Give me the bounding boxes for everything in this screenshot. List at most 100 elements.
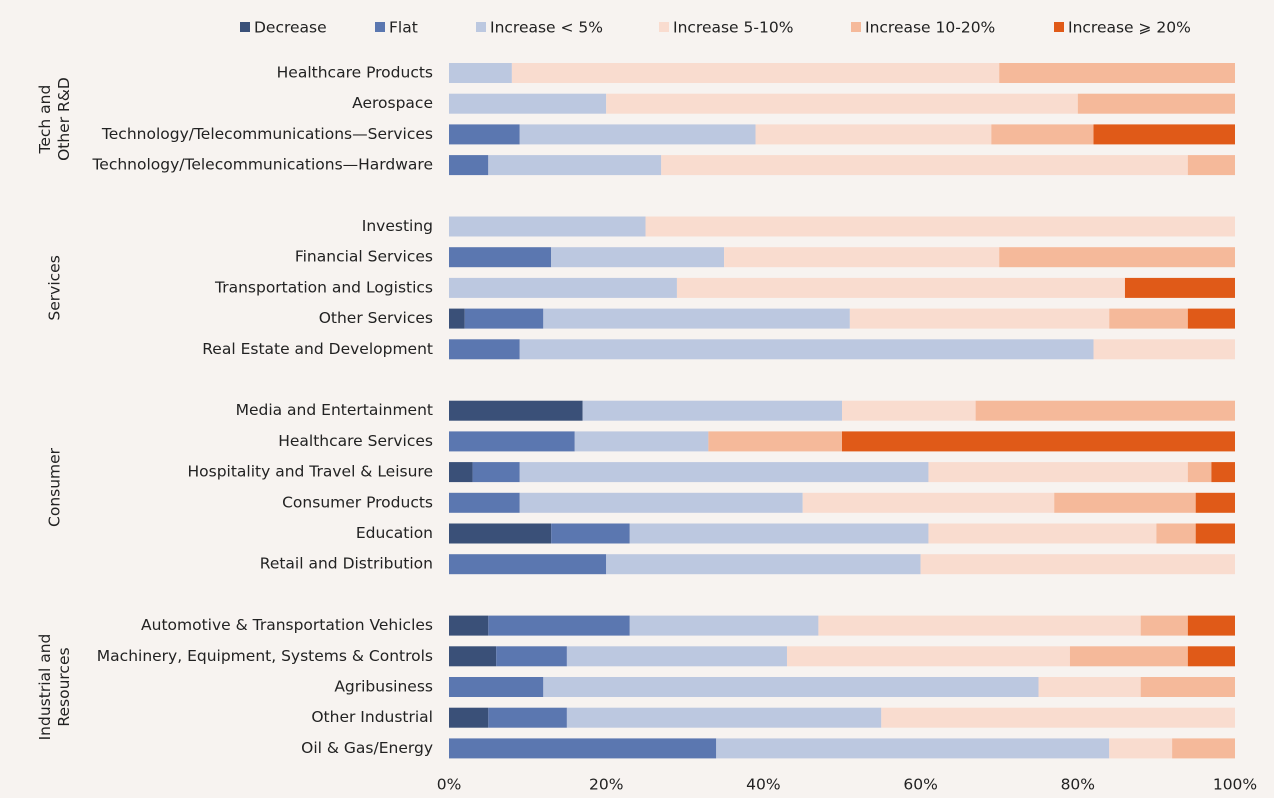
category-label: Transportation and Logistics [214,278,433,296]
bar-segment [928,462,1188,483]
legend-swatch [659,22,669,32]
group-label: Other R&D [55,77,73,161]
bar-segment [1140,615,1188,636]
bar-segment [543,677,1039,697]
bar-segment [566,646,787,667]
bar-segment [449,155,489,176]
legend-swatch [476,22,486,32]
bar-segment [1187,646,1235,667]
bar-segment [543,308,850,329]
legend-label: Increase < 5% [490,19,603,37]
bar-segment [449,93,607,114]
category-label: Oil & Gas/Energy [301,739,433,757]
bar-segment [881,707,1235,728]
bar-segment [472,462,520,483]
category-label: Technology/Telecommunications—Services [101,125,433,143]
category-label: Hospitality and Travel & Leisure [187,463,433,481]
bar-segment [574,431,709,452]
bar-segment [999,63,1235,83]
bar-segment [629,523,929,544]
bar-segment [1109,738,1173,759]
x-tick-label: 0% [437,776,462,794]
bar-segment [449,247,552,268]
category-label: Machinery, Equipment, Systems & Controls [97,647,433,665]
bar-segment [496,646,567,667]
bar-segment [842,400,976,421]
bar-segment [755,124,992,145]
bar-segment [606,93,1078,114]
bar-segment [449,523,552,544]
legend-swatch [240,22,250,32]
bar-segment [1093,124,1235,145]
bar-segment [928,523,1157,544]
bar-segment [708,431,842,452]
group-label: Services [46,255,64,320]
bar-segment [519,492,803,513]
legend-swatch [851,22,861,32]
bar-segment [449,216,646,237]
bar-segment [488,707,567,728]
bar-segment [676,277,1125,298]
category-label: Retail and Distribution [260,555,433,573]
bar-segment [449,677,544,697]
bar-segment [519,339,1094,360]
category-label: Healthcare Products [277,64,433,82]
legend-label: Decrease [254,19,327,37]
legend-swatch [1054,22,1064,32]
bar-segment [786,646,1070,667]
category-label: Other Services [319,309,433,327]
category-label: Media and Entertainment [236,401,433,419]
bar-segment [449,400,583,421]
legend-label: Flat [389,19,418,37]
bar-segment [975,400,1235,421]
bar-segment [488,615,630,636]
bar-segment [519,462,929,483]
bar-segment [449,554,607,575]
legend-label: Increase ⩾ 20% [1068,19,1191,37]
category-label: Real Estate and Development [202,340,433,358]
bar-segment [449,308,465,329]
category-label: Education [356,524,433,542]
x-tick-label: 100% [1213,776,1257,794]
bar-segment [582,400,842,421]
legend-label: Increase 10-20% [865,19,995,37]
bar-segment [449,707,489,728]
bar-segment [449,462,473,483]
bar-segment [920,554,1235,575]
bar-segment [1054,492,1196,513]
bar-segment [519,124,756,145]
group-label: Consumer [46,447,64,527]
bar-segment [449,124,520,145]
bar-segment [1172,738,1235,759]
bar-segment [511,63,1000,83]
bar-segment [716,738,1110,759]
x-tick-label: 40% [746,776,780,794]
bar-segment [449,738,717,759]
bar-segment [606,554,921,575]
bar-segment [1140,677,1235,697]
bar-segment [551,523,630,544]
bar-segment [991,124,1094,145]
bar-segment [449,615,489,636]
category-label: Financial Services [295,248,433,266]
bar-segment [849,308,1110,329]
bar-segment [999,247,1235,268]
bar-segment [551,247,725,268]
bar-segment [645,216,1235,237]
bar-segment [449,431,575,452]
bar-segment [1187,308,1235,329]
x-tick-label: 80% [1061,776,1095,794]
bar-segment [818,615,1141,636]
category-label: Technology/Telecommunications—Hardware [91,156,433,174]
x-tick-label: 60% [903,776,937,794]
bar-segment [566,707,882,728]
bar-segment [1069,646,1188,667]
bar-segment [1211,462,1235,483]
category-label: Consumer Products [282,493,433,511]
category-label: Other Industrial [311,708,433,726]
bar-segment [842,431,1235,452]
category-label: Healthcare Services [278,432,433,450]
x-tick-label: 20% [589,776,623,794]
bar-segment [449,339,520,360]
